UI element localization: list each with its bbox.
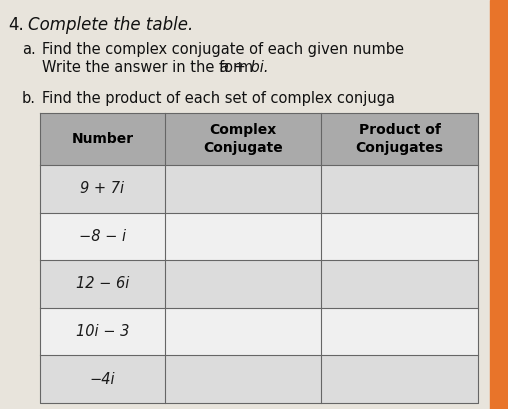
Bar bbox=[40, 355, 478, 403]
Text: 12 − 6i: 12 − 6i bbox=[76, 276, 129, 292]
Bar bbox=[40, 308, 478, 355]
Text: −4i: −4i bbox=[89, 372, 115, 387]
Text: Complex
Conjugate: Complex Conjugate bbox=[203, 124, 283, 155]
Bar bbox=[490, 0, 508, 409]
Text: 9 + 7i: 9 + 7i bbox=[80, 181, 124, 196]
Bar bbox=[40, 213, 478, 260]
Text: Find the product of each set of complex conjuga: Find the product of each set of complex … bbox=[42, 91, 395, 106]
Text: −8 − i: −8 − i bbox=[79, 229, 126, 244]
Text: Find the complex conjugate of each given numbe: Find the complex conjugate of each given… bbox=[42, 42, 404, 57]
Text: Write the answer in the form: Write the answer in the form bbox=[42, 60, 258, 75]
Text: a.: a. bbox=[22, 42, 36, 57]
Text: Number: Number bbox=[71, 132, 134, 146]
Bar bbox=[40, 165, 478, 213]
Text: 4.: 4. bbox=[8, 16, 24, 34]
Text: Product of
Conjugates: Product of Conjugates bbox=[356, 124, 443, 155]
Bar bbox=[40, 113, 478, 165]
Text: a + bi.: a + bi. bbox=[220, 60, 269, 75]
Text: 10i − 3: 10i − 3 bbox=[76, 324, 129, 339]
Bar bbox=[40, 260, 478, 308]
Text: b.: b. bbox=[22, 91, 36, 106]
Text: Complete the table.: Complete the table. bbox=[28, 16, 193, 34]
